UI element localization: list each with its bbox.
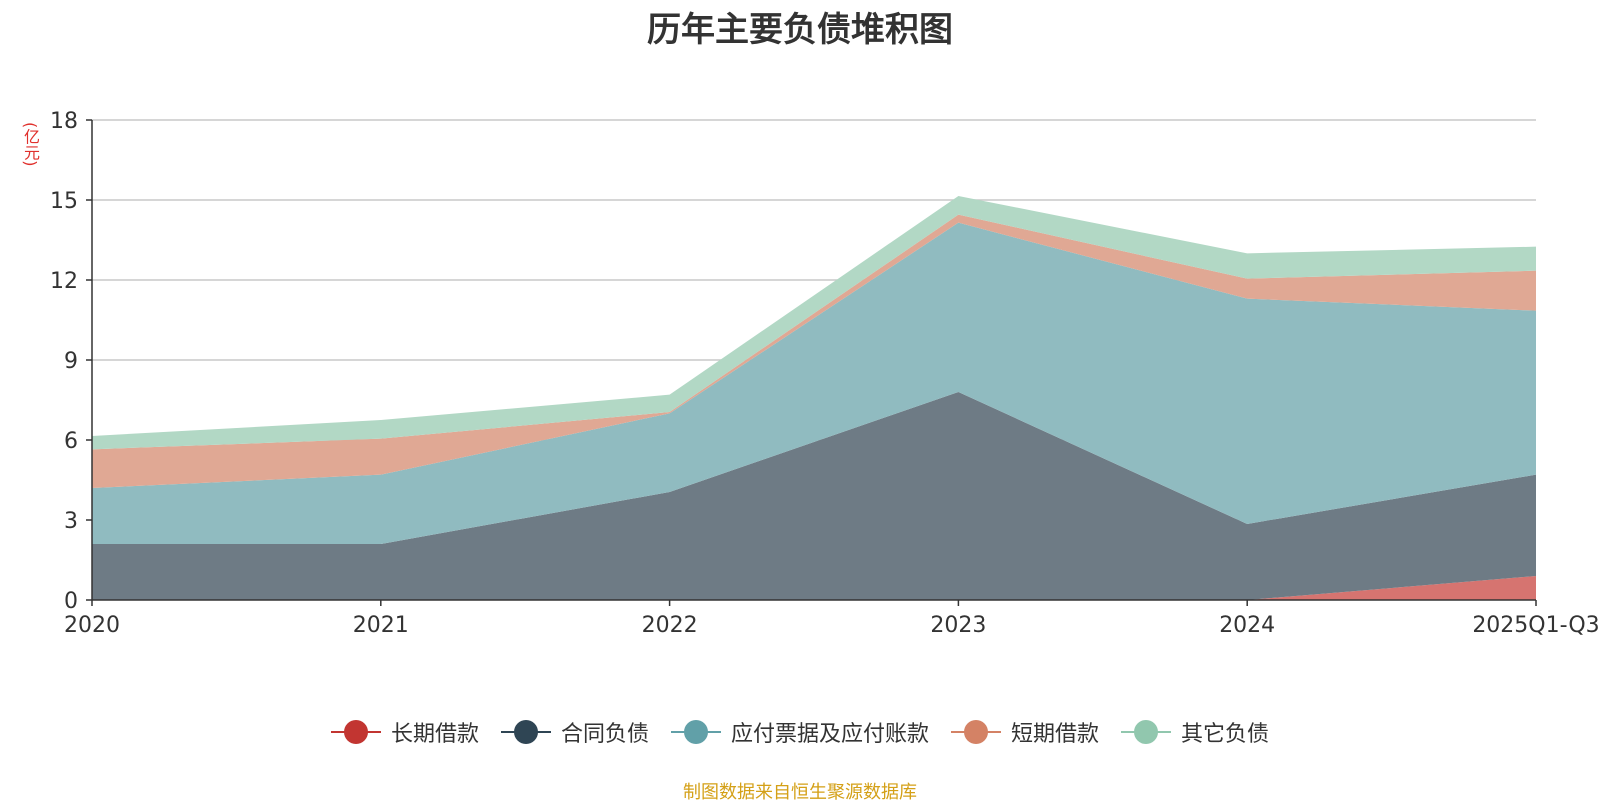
legend-label: 其它负债	[1181, 722, 1270, 747]
legend-marker-icon	[951, 720, 1001, 744]
y-tick-label: 9	[64, 349, 78, 374]
y-tick-label: 12	[50, 269, 78, 294]
legend-item[interactable]: 其它负债	[1121, 716, 1269, 748]
legend-marker-icon	[1121, 720, 1172, 744]
area-series-短期借款	[92, 214, 1536, 488]
chart-title: 历年主要负债堆积图	[647, 10, 953, 50]
x-tick-label: 2023	[930, 613, 986, 638]
x-tick-label: 2024	[1219, 613, 1275, 638]
area-series-应付票据及应付账款	[92, 222, 1536, 544]
y-tick-label: 18	[50, 109, 78, 134]
legend-item[interactable]: 应付票据及应付账款	[670, 716, 929, 748]
area-series-长期借款	[92, 576, 1536, 600]
legend-label: 短期借款	[1011, 722, 1100, 747]
area-series-其它负债	[92, 196, 1536, 450]
y-axis-unit-label: (亿元)	[21, 122, 40, 167]
area-series-合同负债	[92, 392, 1536, 600]
legend-item[interactable]: 短期借款	[951, 716, 1099, 748]
x-tick-label: 2020	[64, 613, 120, 638]
y-tick-label: 6	[64, 429, 78, 454]
legend-marker-icon	[670, 720, 721, 744]
legend-label: 长期借款	[390, 722, 479, 747]
legend-marker-icon	[330, 720, 381, 744]
y-tick-label: 0	[64, 589, 78, 614]
chart-legend: 长期借款 合同负债 应付票据及应付账款 短期借款 其它负债	[0, 716, 1600, 748]
legend-label: 合同负债	[560, 722, 649, 747]
legend-label: 应付票据及应付账款	[730, 722, 929, 747]
legend-item[interactable]: 合同负债	[500, 716, 649, 748]
data-source-note: 制图数据来自恒生聚源数据库	[683, 782, 917, 803]
x-tick-label: 2021	[353, 613, 409, 638]
y-tick-label: 3	[64, 509, 78, 534]
y-tick-label: 15	[50, 189, 78, 214]
x-tick-label: 2025Q1-Q3	[1472, 613, 1599, 638]
legend-item[interactable]: 长期借款	[330, 716, 479, 748]
legend-marker-icon	[500, 720, 551, 744]
x-tick-label: 2022	[642, 613, 698, 638]
